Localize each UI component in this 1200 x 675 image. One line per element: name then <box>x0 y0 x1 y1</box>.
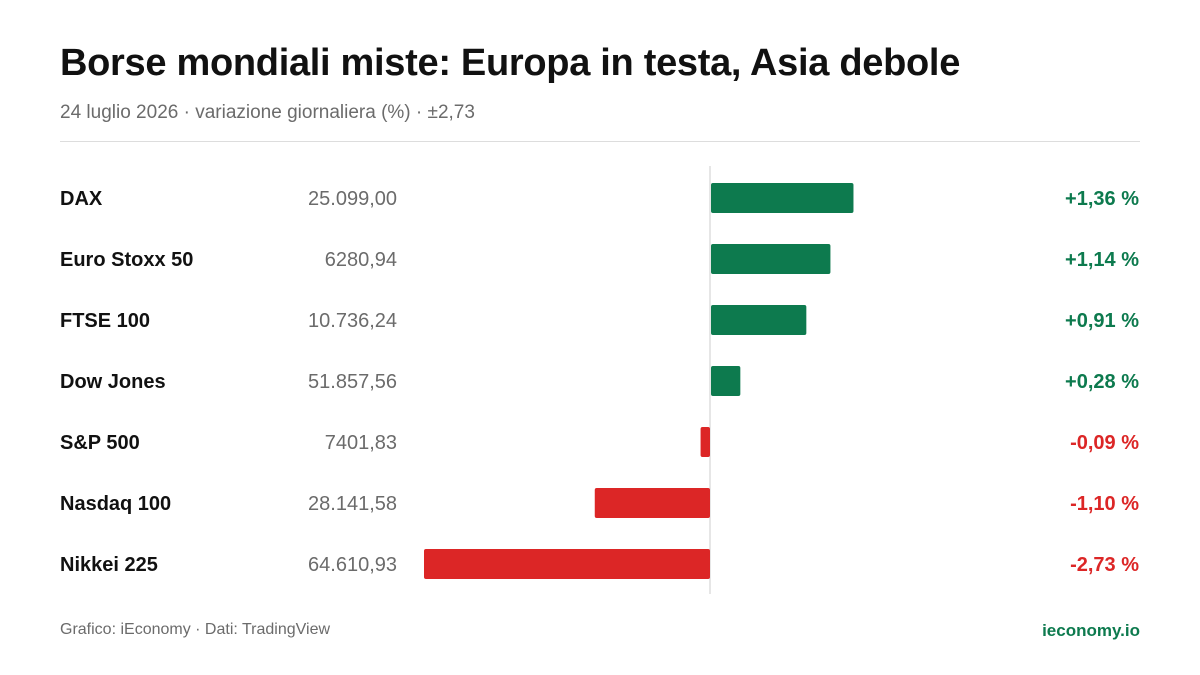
bar-euro-stoxx-50 <box>711 244 831 274</box>
value-label: -2,73 % <box>1070 554 1139 576</box>
value-label: +1,14 % <box>1065 249 1139 271</box>
index-level-label: 10.736,24 <box>308 310 397 332</box>
index-level-label: 51.857,56 <box>308 371 397 393</box>
value-label: -0,09 % <box>1070 432 1139 454</box>
category-label: DAX <box>60 188 103 210</box>
bar-nikkei-225 <box>424 549 710 579</box>
value-label: +0,28 % <box>1065 371 1139 393</box>
index-level-label: 25.099,00 <box>308 188 397 210</box>
value-label: -1,10 % <box>1070 493 1139 515</box>
category-label: Euro Stoxx 50 <box>60 249 193 271</box>
source-credit: Grafico: iEconomy · Dati: TradingView <box>60 621 331 638</box>
category-label: FTSE 100 <box>60 310 150 332</box>
value-label: +1,36 % <box>1065 188 1139 210</box>
bar-dax <box>711 183 854 213</box>
index-level-label: 6280,94 <box>325 249 397 271</box>
index-level-label: 7401,83 <box>325 432 397 454</box>
bar-dow-jones <box>711 366 741 396</box>
header-divider <box>60 141 1140 142</box>
category-label: Nikkei 225 <box>60 554 158 576</box>
chart-title: Borse mondiali miste: Europa in testa, A… <box>60 42 961 84</box>
bar-ftse-100 <box>711 305 807 335</box>
category-label: Nasdaq 100 <box>60 493 171 515</box>
index-level-label: 28.141,58 <box>308 493 397 515</box>
bar-nasdaq-100 <box>594 488 710 518</box>
bar-s-p-500 <box>700 427 710 457</box>
site-link[interactable]: ieconomy.io <box>1042 621 1140 640</box>
category-label: S&P 500 <box>60 432 140 454</box>
value-label: +0,91 % <box>1065 310 1139 332</box>
category-label: Dow Jones <box>60 371 166 393</box>
index-level-label: 64.610,93 <box>308 554 397 576</box>
chart-subtitle: 24 luglio 2026 · variazione giornaliera … <box>60 102 475 123</box>
